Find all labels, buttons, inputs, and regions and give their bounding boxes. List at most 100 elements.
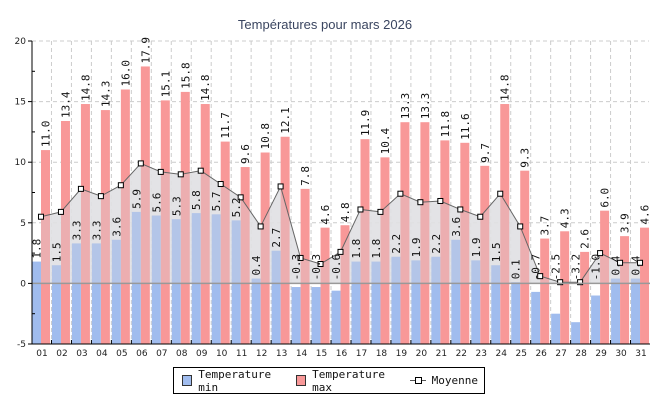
data-label-min: 0.4 [630, 255, 643, 275]
x-tick-label: 12 [256, 349, 267, 359]
bar-min [411, 260, 421, 344]
average-point [337, 248, 344, 255]
average-line [37, 160, 644, 286]
bar-min [111, 239, 121, 344]
bar-max [620, 236, 630, 344]
x-tick-label: 22 [456, 349, 467, 359]
data-label-max: 12.1 [279, 107, 292, 134]
y-tick-label: 0 [20, 279, 26, 289]
bar-min [211, 214, 221, 344]
data-label-max: 16.0 [119, 60, 132, 87]
bar-min [151, 215, 161, 344]
data-label-min: 1.9 [410, 237, 423, 257]
bar-min [571, 322, 581, 344]
average-point [377, 208, 384, 215]
average-point [417, 199, 424, 206]
x-tick-label: 31 [635, 349, 646, 359]
data-label-max: 14.8 [199, 75, 212, 102]
data-label-min: -0.3 [310, 254, 323, 281]
data-label-max: 10.8 [259, 123, 272, 150]
x-tick-label: 05 [116, 349, 127, 359]
legend-swatch-min [182, 375, 193, 386]
average-point [117, 182, 124, 189]
average-point [57, 208, 64, 215]
data-label-min: 5.8 [190, 190, 203, 210]
bar-max [200, 104, 210, 344]
bars [32, 66, 650, 345]
data-label-max: 14.8 [499, 75, 512, 102]
bar-max [440, 140, 450, 344]
x-tick-label: 03 [76, 349, 87, 359]
data-label-max: 9.6 [239, 144, 252, 164]
data-label-max: 3.7 [539, 216, 552, 236]
data-label-max: 11.7 [219, 112, 232, 139]
data-label-max: 6.0 [599, 188, 612, 208]
data-label-min: 1.8 [370, 239, 383, 259]
x-tick-label: 18 [376, 349, 388, 359]
data-label-max: 13.4 [59, 91, 72, 118]
data-label-max: 4.6 [639, 205, 650, 225]
average-area-overlay [40, 163, 641, 284]
data-label-min: 3.3 [90, 221, 103, 241]
data-label-min: 3.3 [70, 221, 83, 241]
data-label-min: 1.5 [50, 242, 63, 262]
bar-max [560, 231, 570, 344]
x-tick-label: 25 [515, 349, 526, 359]
data-label-max: 2.6 [579, 229, 592, 249]
bar-min [231, 220, 241, 344]
data-label-min: -0.3 [290, 254, 303, 281]
data-label-max: 9.7 [479, 143, 492, 163]
x-tick-label: 27 [555, 349, 566, 359]
bar-max [240, 167, 250, 344]
bar-min [331, 290, 341, 344]
legend-item-min: Temperature min [182, 368, 290, 394]
data-label-max: 15.1 [159, 71, 172, 98]
data-label-min: 2.2 [430, 234, 443, 254]
x-tick-label: 30 [615, 349, 627, 359]
x-tick-label: 14 [296, 349, 308, 359]
average-point [517, 223, 524, 230]
bar-max [320, 227, 330, 344]
data-label-max: 9.3 [519, 148, 532, 168]
x-tick-label: 29 [595, 349, 607, 359]
average-point [37, 213, 44, 220]
average-point [157, 168, 164, 175]
bar-max [360, 139, 370, 344]
data-label-min: 1.8 [350, 239, 363, 259]
y-tick-label: 20 [15, 37, 27, 47]
average-point [497, 190, 504, 197]
data-label-max: 4.8 [339, 202, 352, 222]
bar-max [480, 165, 490, 344]
bar-min [371, 261, 381, 344]
data-label-min: -1.0 [590, 254, 603, 281]
legend-item-avg: Moyenne [409, 374, 478, 387]
bar-max [60, 120, 70, 344]
average-point [137, 160, 144, 167]
x-tick-label: 26 [535, 349, 547, 359]
data-label-min: 2.7 [270, 228, 283, 248]
x-tick-label: 21 [436, 349, 447, 359]
legend-label-avg: Moyenne [431, 374, 478, 387]
x-tick-label: 07 [156, 349, 167, 359]
average-area [40, 163, 641, 284]
bar-max [500, 104, 510, 344]
bar-max [380, 157, 390, 344]
x-tick-label: 04 [96, 349, 108, 359]
data-label-min: 5.2 [230, 198, 243, 218]
data-label-min: 0.4 [610, 255, 623, 275]
data-labels: 11.0 13.4 14.8 14.3 16.0 17.9 15.1 15.8 14.8 11.7… [31, 37, 650, 280]
bar-max [400, 122, 410, 344]
bar-max [580, 251, 590, 344]
bar-min [131, 211, 141, 344]
chart-title: Températures pour mars 2026 [238, 17, 412, 32]
x-tick-label: 19 [396, 349, 408, 359]
average-point [77, 185, 84, 192]
average-point [177, 171, 184, 178]
data-label-max: 13.3 [419, 93, 432, 120]
bar-max [520, 170, 530, 344]
x-tick-label: 13 [276, 349, 287, 359]
bar-min [391, 256, 401, 344]
average-point [617, 259, 624, 266]
